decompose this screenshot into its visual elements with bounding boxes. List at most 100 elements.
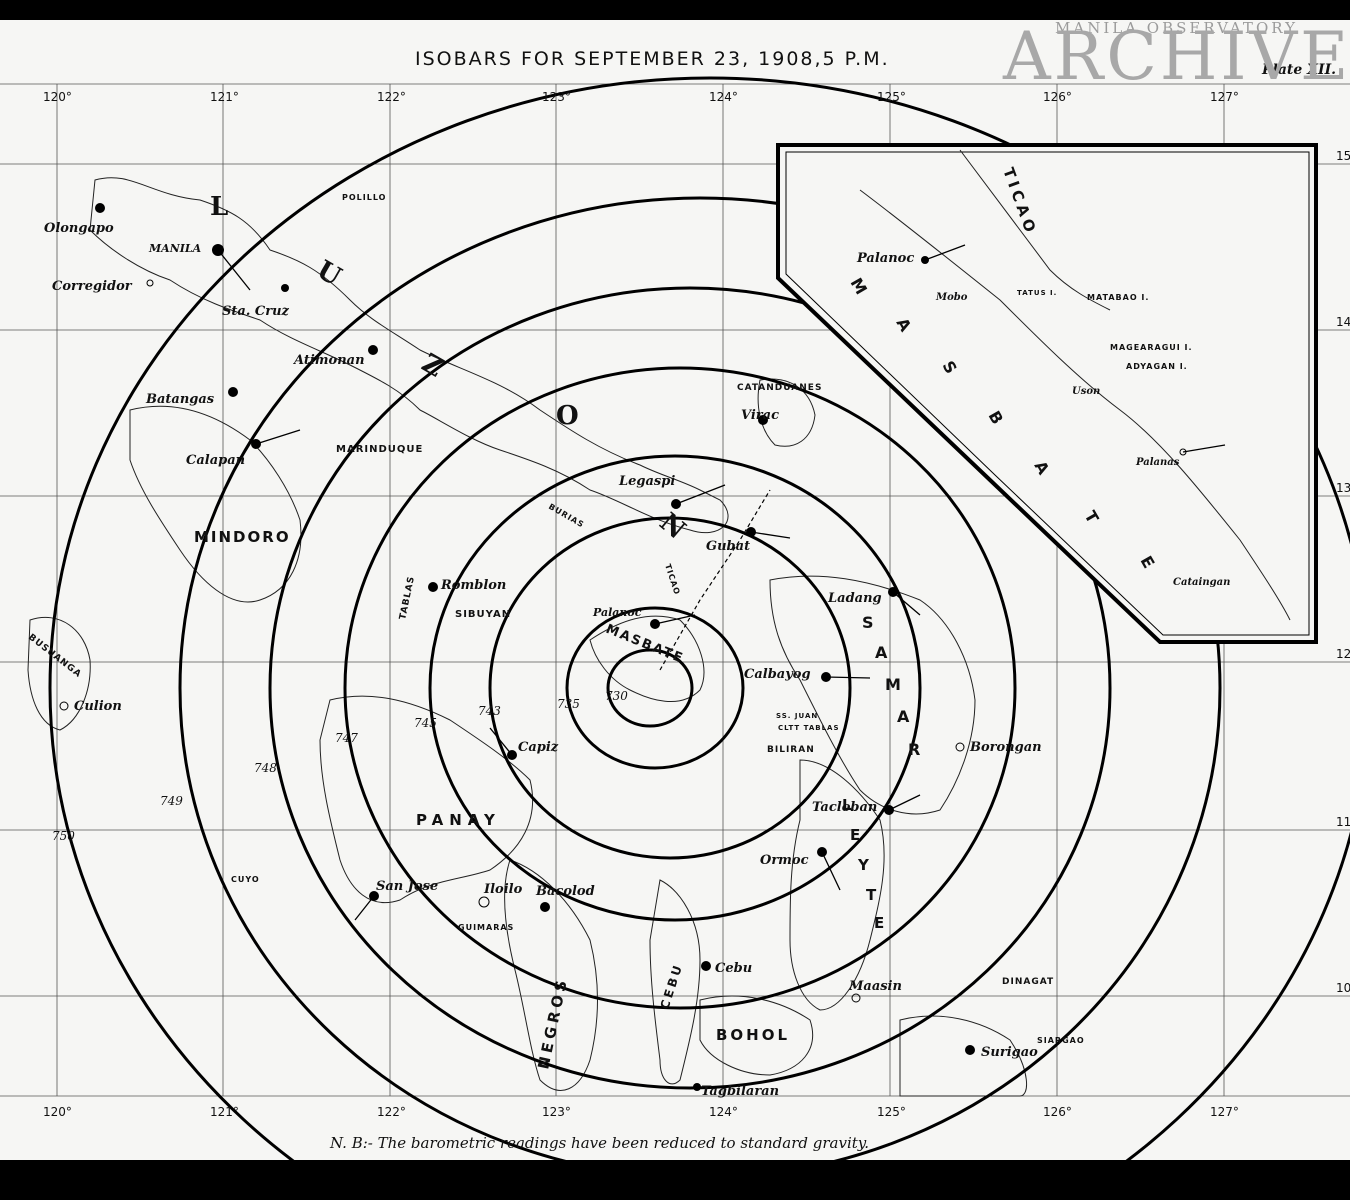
isobar-label-730: 730	[605, 689, 628, 703]
label-calapan: Calapan	[186, 453, 245, 468]
marinduque-label: MARINDUQUE	[336, 444, 423, 455]
watermark-subtitle: MANILA OBSERVATORY	[1055, 20, 1298, 37]
station-batangas	[228, 387, 238, 397]
lon-bot-123: 123°	[542, 1105, 571, 1119]
luzon-letter-2: U	[312, 255, 347, 292]
samar-coast	[769, 575, 976, 815]
isobar-749	[178, 196, 1222, 1160]
station-cebu	[701, 961, 711, 971]
lon-top-122: 122°	[377, 90, 406, 104]
station-olongapo	[95, 203, 105, 213]
label-manila: MANILA	[148, 242, 202, 255]
lon-top-120: 120°	[43, 90, 72, 104]
panay-coast	[319, 695, 534, 904]
samar-letter-4: A	[897, 707, 915, 726]
inset-mobo-label: Mobo	[935, 292, 968, 303]
lat-10: 10	[1336, 981, 1350, 995]
label-virac: Virac	[741, 408, 779, 423]
lon-top-123: 123°	[542, 90, 571, 104]
station-tagbilaran	[693, 1083, 701, 1091]
station-borongan	[955, 742, 965, 752]
label-bacolod: Bacolod	[535, 884, 595, 899]
lon-top-125: 125°	[877, 90, 906, 104]
cuyo-label: CUYO	[231, 875, 260, 884]
lon-bot-120: 120°	[43, 1105, 72, 1119]
inset-frame-inner	[785, 151, 1310, 636]
label-sta-cruz: Sta. Cruz	[222, 304, 290, 319]
label-corregidor: Corregidor	[52, 279, 133, 294]
isobar-label-747: 747	[335, 731, 358, 745]
isobar-labels: 730 735 743 745 747 748 749 750	[52, 689, 628, 843]
isobar-label-735: 735	[557, 697, 580, 711]
busuanga-coast	[27, 616, 91, 731]
station-surigao	[965, 1045, 975, 1055]
leyte-letter-2: E	[850, 826, 866, 844]
longitude-labels: 120° 121° 122° 123° 124° 125° 126° 127° …	[43, 90, 1239, 1119]
station-culion	[59, 701, 69, 711]
samar-letter-5: R	[908, 740, 926, 759]
lon-top-121: 121°	[210, 90, 239, 104]
label-palanoc: Palanoc	[592, 606, 642, 619]
plate-label: Plate XII.	[1262, 62, 1336, 78]
inset-magearagui-label: MAGEARAGUI I.	[1110, 343, 1193, 352]
label-capiz: Capiz	[518, 740, 559, 755]
inset-ticao-coast	[959, 149, 1111, 311]
inset-palanas-label: Palanas	[1135, 457, 1180, 468]
wind-barbs	[217, 244, 1226, 921]
inset-palanoc-label: Palanoc	[856, 251, 914, 266]
lat-12: 12	[1336, 647, 1350, 661]
isobar-748	[268, 286, 1112, 1090]
leyte-coast	[789, 759, 885, 1011]
map-sheet: 120° 121° 122° 123° 124° 125° 126° 127° …	[0, 20, 1350, 1160]
inset-masbate-coast	[859, 189, 1291, 621]
isobar-map: 120° 121° 122° 123° 124° 125° 126° 127° …	[0, 76, 1350, 1160]
leyte-letter-1: L	[842, 796, 858, 814]
leyte-letter-3: Y	[857, 856, 875, 874]
label-maasin: Maasin	[848, 979, 902, 994]
cebu-label: CEBU	[658, 961, 686, 1011]
lon-bot-126: 126°	[1043, 1105, 1072, 1119]
lon-bot-121: 121°	[210, 1105, 239, 1119]
masbate-coast	[589, 615, 705, 703]
station-iloilo	[478, 896, 490, 908]
dinagat-label: DINAGAT	[1002, 977, 1054, 987]
label-cebu: Cebu	[715, 961, 752, 976]
samar-label: S A M A R	[862, 613, 926, 759]
luzon-letter-1: L	[210, 192, 228, 222]
siargao-label: SIARGAO	[1037, 1036, 1085, 1045]
tablas-label: TABLAS	[398, 575, 417, 621]
isobar-label-745: 745	[414, 716, 437, 730]
luzon-coast	[89, 177, 729, 534]
masbate-label: MASBATE	[604, 622, 687, 667]
samar-letter-2: A	[875, 643, 893, 662]
coastlines	[27, 177, 1028, 1097]
panay-label: PANAY	[416, 811, 501, 829]
lon-top-124: 124°	[709, 90, 738, 104]
lat-14: 14	[1336, 315, 1350, 329]
polillo-label: POLILLO	[342, 193, 386, 202]
label-atimonan: Atimonan	[292, 353, 365, 368]
inset-frame	[776, 143, 1318, 644]
lon-bot-127: 127°	[1210, 1105, 1239, 1119]
leyte-letter-5: E	[874, 914, 890, 932]
catanduanes-label: CATANDUANES	[737, 383, 822, 393]
burias-label: BURIAS	[547, 502, 586, 530]
samar-letter-1: S	[862, 613, 880, 632]
isobar-label-750: 750	[52, 829, 75, 843]
inset-adyagan-label: ADYAGAN I.	[1126, 362, 1188, 371]
negros-label: NEGROS	[534, 975, 571, 1071]
lon-top-127: 127°	[1210, 90, 1239, 104]
mindoro-coast	[129, 405, 302, 603]
lat-11: 11	[1336, 815, 1350, 829]
busuanga-label: BUSUANGA	[26, 632, 83, 680]
leyte-label: L E Y T E	[842, 796, 890, 932]
samar-letter-3: M	[885, 675, 907, 694]
watermark-archives: ARCHIVES	[1003, 20, 1350, 95]
lat-15: 15	[1336, 149, 1350, 163]
station-maasin	[851, 993, 861, 1003]
lon-top-126: 126°	[1043, 90, 1072, 104]
inset-tatus-label: TATUS I.	[1017, 289, 1057, 297]
isobar-label-749: 749	[160, 794, 183, 808]
label-san-jose: San Jose	[376, 879, 438, 894]
isobar-735	[565, 606, 745, 770]
